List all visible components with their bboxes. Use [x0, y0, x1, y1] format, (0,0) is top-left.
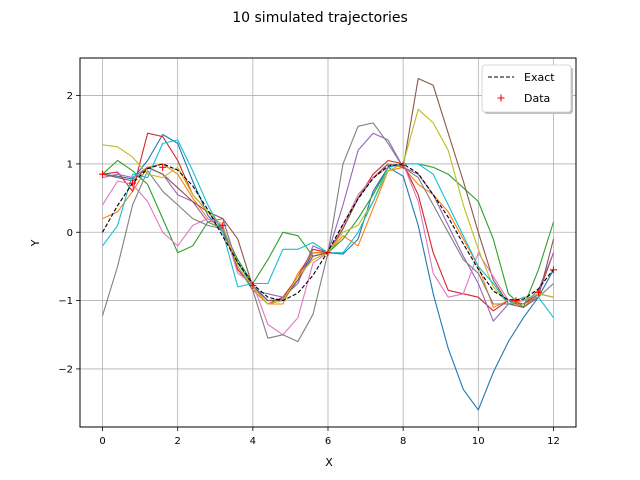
- y-tick-label: 0: [67, 228, 73, 239]
- y-tick-label: −2: [58, 364, 73, 375]
- y-tick-label: 1: [67, 159, 73, 170]
- data-point-marker: [129, 179, 137, 187]
- legend-label: Exact: [524, 71, 555, 84]
- legend: Exact Data: [481, 64, 573, 114]
- data-point-marker: [219, 221, 227, 229]
- data-point-marker: [549, 266, 557, 274]
- legend-label: Data: [524, 92, 550, 105]
- x-tick-label: 2: [175, 436, 181, 447]
- x-tick-label: 6: [325, 436, 331, 447]
- chart-title: 10 simulated trajectories: [232, 10, 408, 26]
- plot-area: [99, 77, 557, 411]
- x-axis-ticks: 0 2 4 6 8 10 12: [99, 427, 560, 447]
- data-point-marker: [512, 297, 520, 305]
- x-tick-label: 12: [547, 436, 560, 447]
- legend-data-swatch: [497, 94, 505, 102]
- data-point-marker: [324, 249, 332, 257]
- y-tick-label: −1: [58, 296, 73, 307]
- y-axis-label: Y: [29, 239, 42, 247]
- x-axis-label: X: [325, 456, 333, 469]
- x-tick-label: 4: [250, 436, 256, 447]
- data-point-marker: [534, 288, 542, 296]
- y-axis-ticks: −2 −1 0 1 2: [58, 91, 80, 375]
- x-tick-label: 8: [400, 436, 406, 447]
- x-tick-label: 10: [472, 436, 485, 447]
- data-point-marker: [249, 282, 257, 290]
- x-tick-label: 0: [99, 436, 105, 447]
- data-point-marker: [99, 170, 107, 178]
- data-point-marker: [399, 161, 407, 169]
- y-tick-label: 2: [67, 91, 73, 102]
- legend-box: [481, 64, 572, 113]
- data-point-marker: [159, 163, 167, 171]
